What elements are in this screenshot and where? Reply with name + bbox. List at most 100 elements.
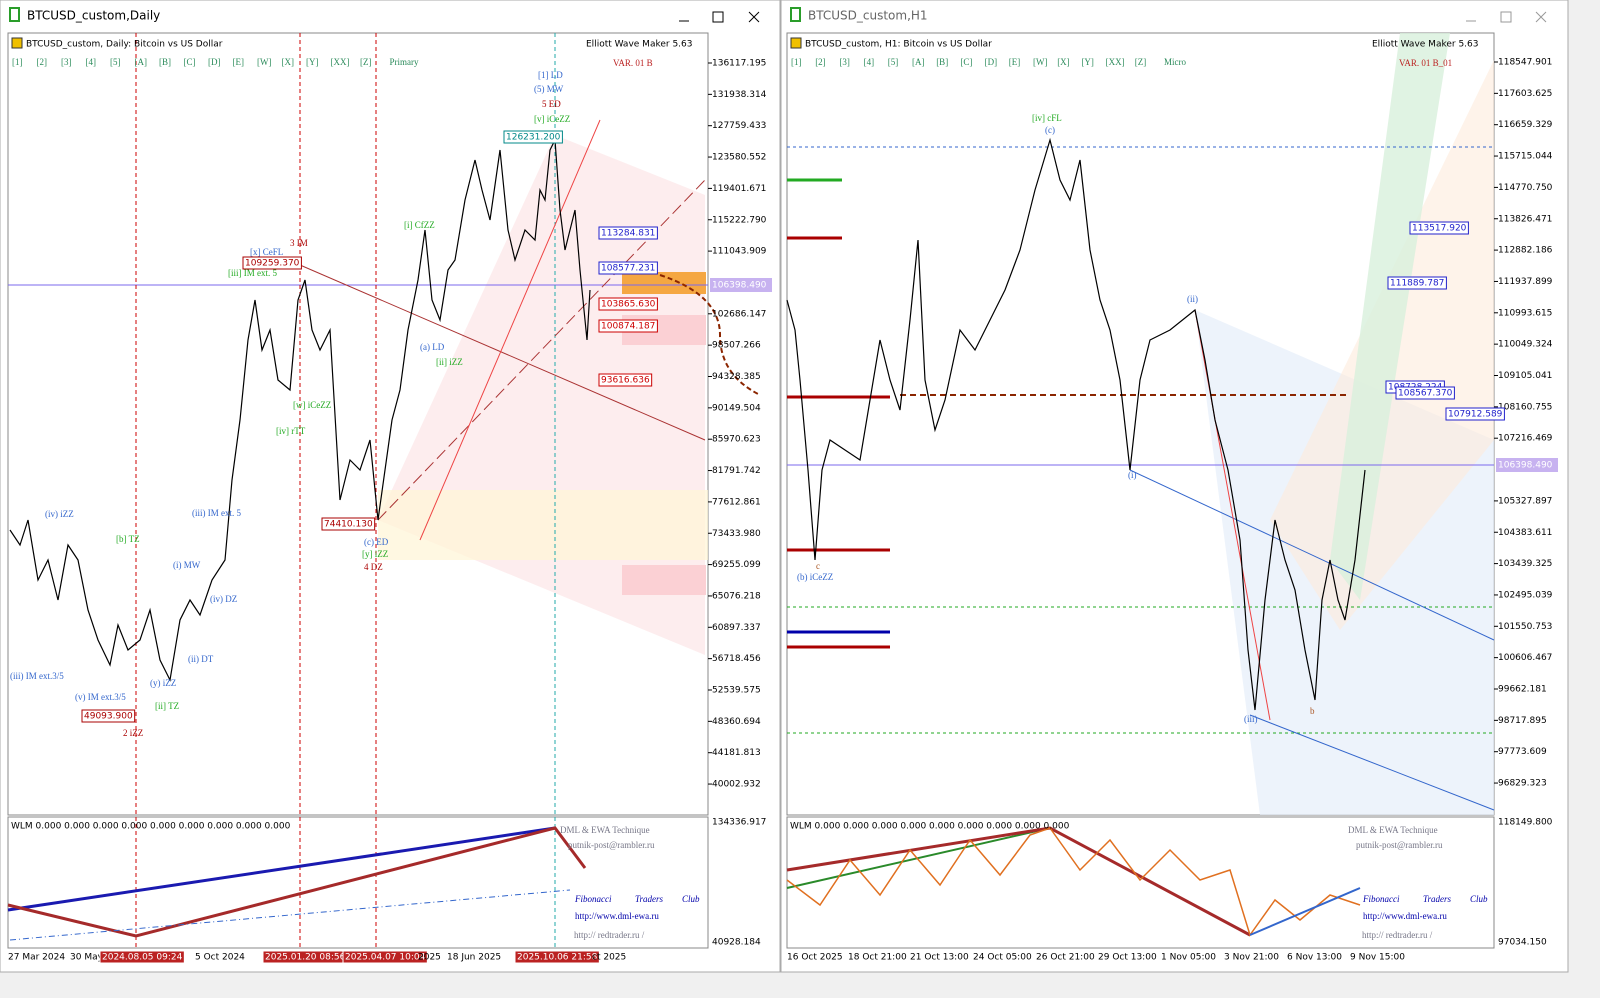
- wave-button[interactable]: [4]: [86, 57, 97, 67]
- wave-button[interactable]: Micro: [1164, 57, 1186, 67]
- price-label: 52539.575: [712, 686, 761, 696]
- footer: Fibonacci: [574, 894, 612, 904]
- app-icon: [9, 7, 20, 22]
- price-box: 113517.920: [1412, 224, 1467, 234]
- wave-label: [v] iCeZZ: [534, 114, 570, 124]
- wave-button[interactable]: [4]: [864, 57, 875, 67]
- wave-button[interactable]: [B]: [936, 57, 948, 67]
- price-box-box: [503, 130, 563, 144]
- trendline: [299, 264, 706, 441]
- wave-button[interactable]: [XX]: [331, 57, 350, 67]
- window-title: BTCUSD_custom,Daily: [27, 9, 160, 23]
- price-label: 105327.897: [1498, 496, 1552, 506]
- wave-label: [b] TZ: [116, 534, 140, 544]
- date-label: 21 Oct 13:00: [910, 953, 969, 963]
- wave-button[interactable]: [Y]: [306, 57, 319, 67]
- price-box-box: [598, 226, 658, 240]
- price-label: 114770.750: [1498, 183, 1553, 193]
- price-label: 100606.467: [1498, 653, 1552, 663]
- wave-button[interactable]: [A]: [912, 57, 925, 67]
- price-box: 126231.200: [506, 133, 561, 143]
- variant: VAR. 01 B_01: [1399, 58, 1452, 68]
- tool-name: Elliott Wave Maker 5.63: [586, 40, 692, 50]
- wave-button[interactable]: [W]: [1033, 57, 1048, 67]
- wave-button[interactable]: [5]: [110, 57, 121, 67]
- price-label: 85970.623: [712, 435, 761, 445]
- wave-label: (5) MW: [534, 84, 564, 94]
- variant: VAR. 01 B: [613, 58, 653, 68]
- footer: putnik-post@rambler.ru: [568, 840, 655, 850]
- tool-name: Elliott Wave Maker 5.63: [1372, 40, 1478, 50]
- wave-button[interactable]: [3]: [839, 57, 850, 67]
- date-label: 2025.04.07 10:04: [345, 953, 426, 963]
- date-label: 27 Mar 2024: [8, 953, 65, 963]
- zone: [622, 272, 706, 294]
- maximize[interactable]: [1500, 11, 1512, 23]
- maximize[interactable]: [712, 11, 724, 23]
- indicator-area: [786, 816, 1495, 949]
- price-label: 96829.323: [1498, 779, 1547, 789]
- wave-button[interactable]: [X]: [1057, 57, 1070, 67]
- footer: DML & EWA Technique: [560, 825, 650, 835]
- wave-button[interactable]: [XX]: [1106, 57, 1125, 67]
- date-label: 1 Nov 05:00: [1161, 953, 1216, 963]
- wave-label: 4 DZ: [364, 562, 383, 572]
- price-label: 104383.611: [1498, 528, 1552, 538]
- wave-label: [x] CeFL: [250, 247, 283, 257]
- wave-button[interactable]: [A]: [135, 57, 148, 67]
- price-label: 113826.471: [1498, 214, 1552, 224]
- current-price: 106398.490: [712, 281, 767, 291]
- date-label: 5 Oct 2024: [195, 953, 245, 963]
- chart-header: BTCUSD_custom, Daily: Bitcoin vs US Doll…: [26, 40, 223, 50]
- wave-button[interactable]: [2]: [815, 57, 826, 67]
- price-label: 123580.552: [712, 153, 766, 163]
- wave-button[interactable]: [5]: [888, 57, 899, 67]
- wave-label: [ii] TZ: [155, 701, 179, 711]
- price-label: 98717.895: [1498, 716, 1547, 726]
- footer: Traders: [635, 894, 664, 904]
- close[interactable]: [1535, 11, 1547, 23]
- wave-button[interactable]: [D]: [985, 57, 998, 67]
- wave-button[interactable]: [1]: [791, 57, 802, 67]
- close[interactable]: [748, 11, 760, 23]
- trendline: [1129, 469, 1495, 641]
- date-label: 16 Oct 2025: [787, 953, 843, 963]
- wave-button[interactable]: [1]: [12, 57, 23, 67]
- price-label: 111043.909: [712, 247, 767, 257]
- wave-button[interactable]: [Z]: [1135, 57, 1147, 67]
- wave-label: 5 ED: [542, 99, 561, 109]
- wave-button[interactable]: Primary: [390, 57, 419, 67]
- price-series: [786, 137, 1366, 711]
- price-label: 108160.755: [1498, 402, 1552, 412]
- wave-button[interactable]: [X]: [282, 57, 295, 67]
- price-box: 109259.370: [245, 259, 300, 269]
- wave-button[interactable]: [B]: [159, 57, 171, 67]
- wave-button[interactable]: [W]: [257, 57, 272, 67]
- price-series: [9, 137, 591, 682]
- current-price-box: [1496, 458, 1558, 472]
- price-label: 81791.742: [712, 466, 761, 476]
- wave-button[interactable]: [3]: [61, 57, 72, 67]
- wave-label: (c): [1045, 125, 1055, 135]
- date-label: ct 2025: [592, 953, 626, 963]
- wave-button[interactable]: [E]: [1009, 57, 1021, 67]
- price-box-box: [1445, 407, 1505, 421]
- wave-label: [iv] rTT: [276, 426, 306, 436]
- footer: putnik-post@rambler.ru: [1356, 840, 1443, 850]
- wave-button[interactable]: [E]: [233, 57, 245, 67]
- date-label: 26 Oct 21:00: [1036, 953, 1095, 963]
- wave-button[interactable]: [C]: [960, 57, 972, 67]
- footer: Traders: [1423, 894, 1452, 904]
- price-label: 56718.456: [712, 654, 761, 664]
- level-marks: [787, 178, 890, 649]
- wave-button[interactable]: [D]: [208, 57, 221, 67]
- wave-label: (iv) iZZ: [45, 509, 74, 519]
- footer: http:// redtrader.ru /: [574, 930, 645, 940]
- indicator-label: WLM 0.000 0.000 0.000 0.000 0.000 0.000 …: [790, 822, 1070, 832]
- wave-button[interactable]: [2]: [37, 57, 48, 67]
- wave-button[interactable]: [Y]: [1081, 57, 1094, 67]
- wave-button[interactable]: [Z]: [360, 57, 372, 67]
- wave-line: [7, 826, 556, 912]
- wave-button[interactable]: [C]: [184, 57, 196, 67]
